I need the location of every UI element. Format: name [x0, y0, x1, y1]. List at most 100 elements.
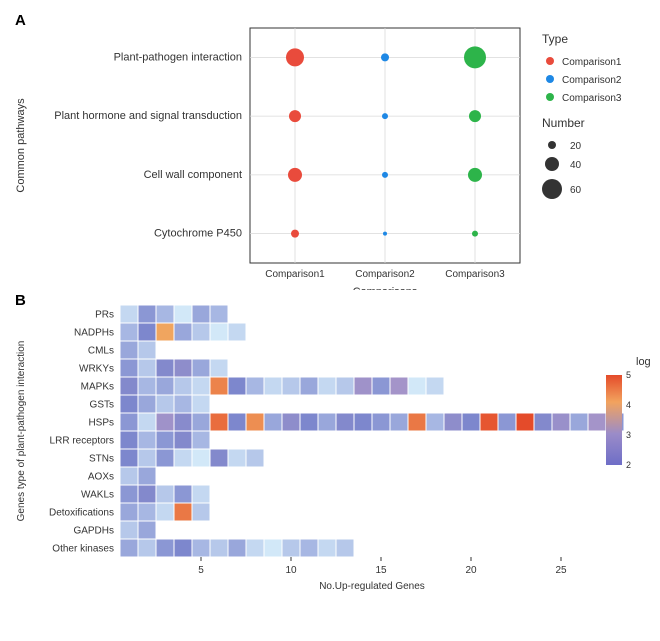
pathway-label: Cell wall component: [144, 169, 242, 181]
dot-point: [382, 172, 388, 178]
heatmap-cell: [138, 413, 156, 431]
panel-a: A Plant-pathogen interactionPlant hormon…: [10, 10, 650, 290]
heatmap-cell: [174, 323, 192, 341]
heatmap-cell: [138, 341, 156, 359]
heatmap-cell: [138, 539, 156, 557]
heatmap-cell: [138, 431, 156, 449]
heatmap-cell: [120, 449, 138, 467]
heatmap-cell: [192, 503, 210, 521]
legend-size-swatch: [542, 179, 562, 199]
heatmap-cell: [462, 413, 480, 431]
heatmap-cell: [138, 485, 156, 503]
heatmap-cell: [156, 431, 174, 449]
heatmap-cell: [120, 341, 138, 359]
gene-type-label: HSPs: [88, 418, 114, 429]
heatmap-cell: [354, 413, 372, 431]
dot-point: [472, 231, 478, 237]
heatmap-cell: [210, 377, 228, 395]
gene-type-label: LRR receptors: [50, 436, 114, 447]
legend-tick-label: 3: [626, 430, 631, 440]
legend-size-swatch: [548, 141, 556, 149]
heatmap-cell: [120, 485, 138, 503]
heatmap-cell: [138, 503, 156, 521]
heatmap-cell: [300, 413, 318, 431]
x-tick-label: Comparison1: [265, 269, 325, 280]
heatmap-cell: [228, 539, 246, 557]
heatmap-cell: [228, 449, 246, 467]
heatmap-cell: [138, 521, 156, 539]
heatmap-cell: [192, 413, 210, 431]
legend-size-swatch: [545, 157, 559, 171]
heatmap-cell: [210, 305, 228, 323]
heatmap-cell: [300, 539, 318, 557]
heatmap-cell: [192, 395, 210, 413]
heatmap-cell: [372, 413, 390, 431]
gene-type-label: GSTs: [90, 400, 114, 411]
heatmap-cell: [210, 449, 228, 467]
dot-point: [291, 230, 299, 238]
heatmap-cell: [138, 305, 156, 323]
heatmap-cell: [156, 395, 174, 413]
heatmap-cell: [192, 359, 210, 377]
heatmap-cell: [498, 413, 516, 431]
legend-size-label: 60: [570, 185, 582, 196]
legend-size-label: 40: [570, 160, 582, 171]
legend-tick-label: 4: [626, 400, 631, 410]
pathway-label: Plant-pathogen interaction: [114, 51, 242, 63]
heatmap-cell: [264, 377, 282, 395]
y-axis-title: Common pathways: [15, 98, 27, 193]
dot-chart: Plant-pathogen interactionPlant hormone …: [10, 10, 650, 290]
panel-b: B PRsNADPHsCMLsWRKYsMAPKsGSTsHSPsLRR rec…: [10, 290, 650, 630]
gene-type-label: NADPHs: [74, 328, 114, 339]
heatmap-cell: [192, 323, 210, 341]
legend-type-label: Comparison2: [562, 75, 622, 86]
heatmap-cell: [192, 449, 210, 467]
legend-type-label: Comparison3: [562, 93, 622, 104]
heatmap-cell: [426, 377, 444, 395]
heatmap-cell: [228, 377, 246, 395]
heatmap-cell: [174, 359, 192, 377]
heatmap-cell: [318, 539, 336, 557]
heatmap-cell: [570, 413, 588, 431]
heatmap-cell: [336, 413, 354, 431]
dot-point: [383, 232, 387, 236]
dot-point: [468, 168, 482, 182]
legend-type-title: Type: [542, 32, 568, 46]
pathway-label: Cytochrome P450: [154, 228, 242, 240]
heatmap-cell: [174, 305, 192, 323]
dot-point: [464, 46, 486, 68]
heatmap-cell: [120, 323, 138, 341]
x-tick-label: 10: [285, 565, 297, 576]
heatmap-cell: [246, 539, 264, 557]
heatmap-cell: [192, 431, 210, 449]
heatmap-cell: [138, 467, 156, 485]
heatmap-cell: [192, 305, 210, 323]
heatmap-cell: [516, 413, 534, 431]
heatmap-cell: [138, 359, 156, 377]
heatmap-cell: [318, 377, 336, 395]
heatmap-cell: [120, 431, 138, 449]
heatmap-cell: [174, 485, 192, 503]
heatmap-cell: [408, 377, 426, 395]
heatmap-cell: [210, 359, 228, 377]
gene-type-label: WRKYs: [79, 364, 114, 375]
heatmap-cell: [174, 539, 192, 557]
gene-type-label: PRs: [95, 310, 114, 321]
heatmap-cell: [336, 377, 354, 395]
heatmap-cell: [156, 305, 174, 323]
x-tick-label: 20: [465, 565, 477, 576]
legend-size-title: Number: [542, 116, 585, 130]
heatmap-cell: [192, 377, 210, 395]
heatmap-cell: [138, 449, 156, 467]
heatmap-cell: [138, 323, 156, 341]
heatmap-cell: [192, 485, 210, 503]
heatmap-cell: [210, 539, 228, 557]
gene-type-label: AOXs: [88, 472, 114, 483]
heatmap-cell: [228, 323, 246, 341]
heatmap-cell: [120, 395, 138, 413]
heatmap-cell: [156, 449, 174, 467]
heatmap-cell: [174, 395, 192, 413]
heatmap-cell: [282, 539, 300, 557]
heatmap-cell: [120, 359, 138, 377]
heatmap-cell: [120, 521, 138, 539]
